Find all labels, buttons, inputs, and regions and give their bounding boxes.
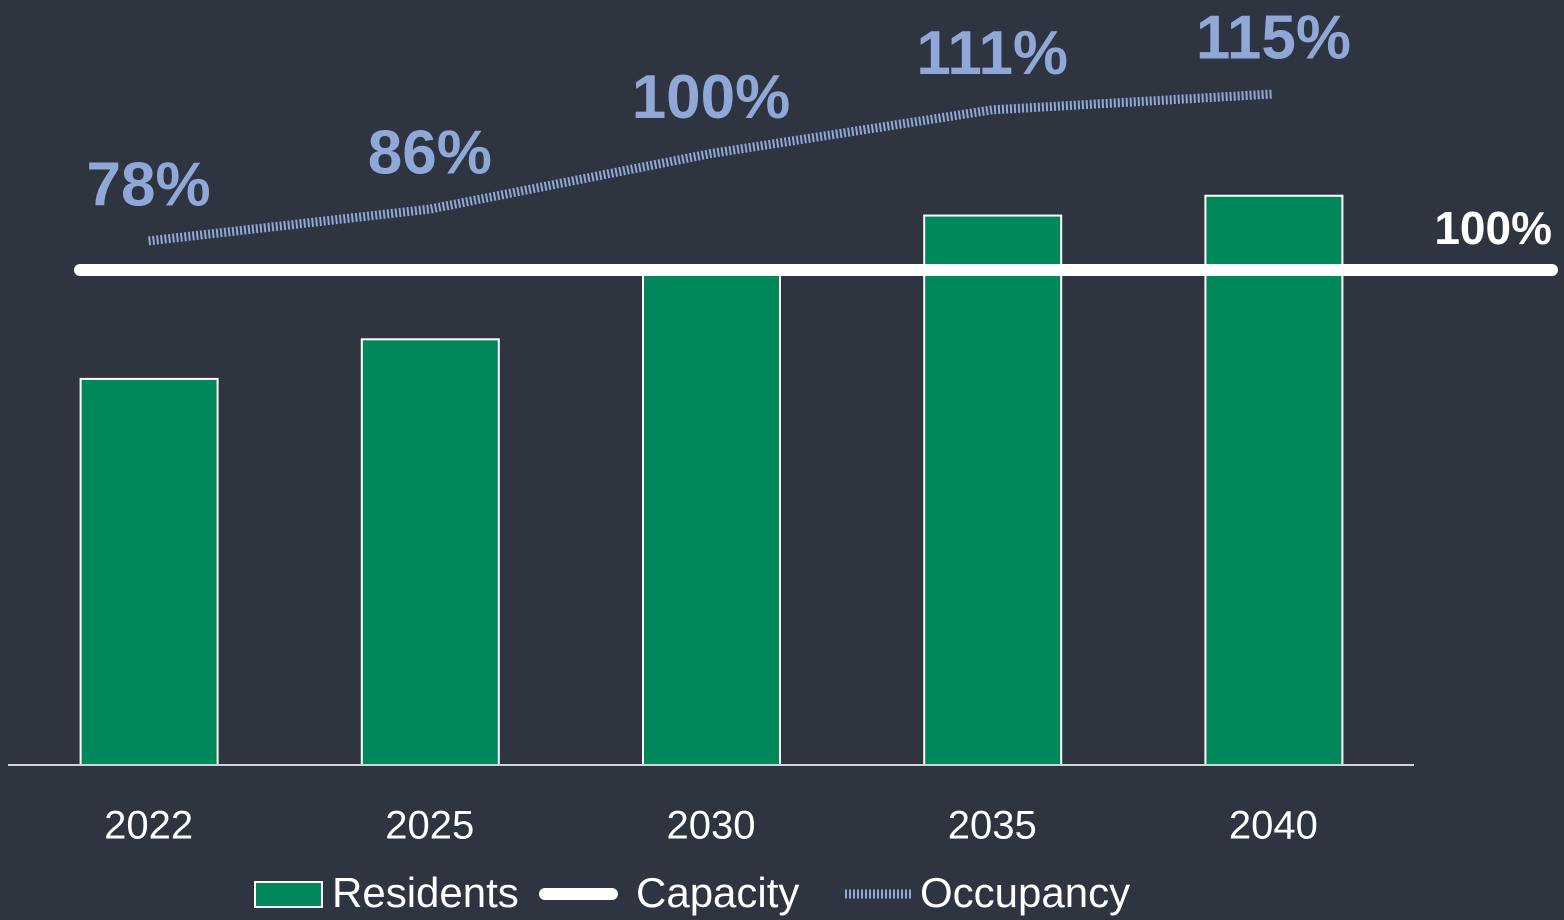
bar [923, 214, 1063, 767]
occupancy-line [148, 89, 1274, 246]
data-label: 86% [368, 118, 492, 187]
legend-swatch [254, 881, 323, 908]
x-tick-label: 2025 [385, 804, 474, 848]
legend-label: Capacity [636, 869, 799, 916]
x-tick-label: 2022 [104, 804, 193, 848]
x-tick-label: 2030 [667, 804, 756, 848]
x-tick-label: 2035 [948, 804, 1037, 848]
data-label: 115% [1196, 3, 1351, 72]
data-label: 111% [916, 19, 1068, 88]
x-tick-label: 2040 [1229, 804, 1318, 848]
bar [642, 269, 781, 766]
legend-label: Residents [332, 869, 519, 916]
data-label: 100% [632, 63, 791, 132]
bar [79, 377, 219, 766]
data-label: 100% [1434, 202, 1552, 254]
data-label: 78% [87, 150, 211, 219]
legend-label: Occupancy [920, 869, 1130, 916]
bar [360, 338, 500, 766]
bar [1204, 194, 1344, 766]
